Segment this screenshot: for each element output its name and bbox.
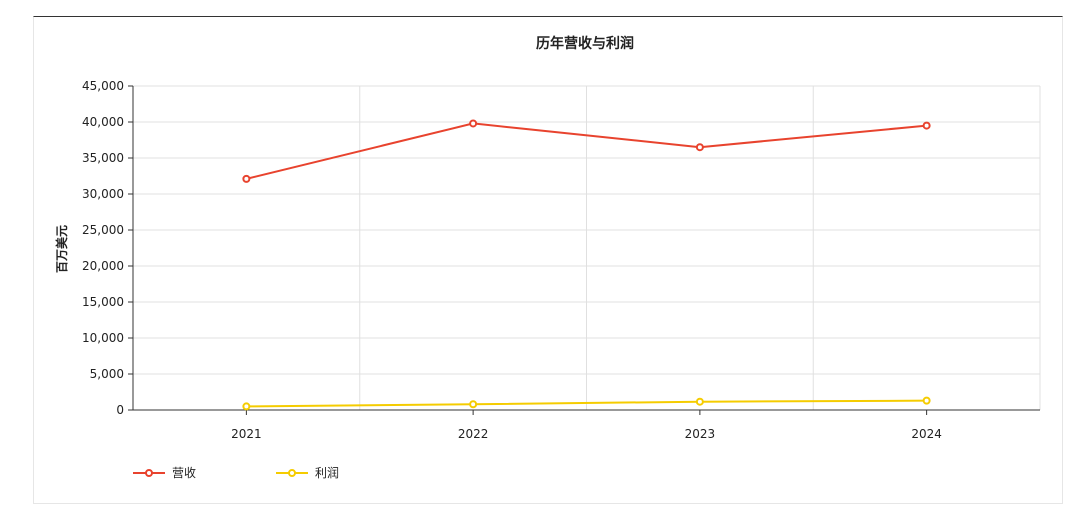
legend-marker <box>145 469 153 477</box>
chart-axes: 0 5,000 10,000 15,000 20,000 25,000 30,000 35,0… <box>82 79 1040 441</box>
y-axis-label: 百万美元 <box>54 225 69 273</box>
x-tick-label: 2021 <box>231 427 262 441</box>
y-tick-label: 30,000 <box>82 187 124 201</box>
legend-label: 利润 <box>315 466 339 480</box>
data-point <box>695 143 704 152</box>
data-point <box>922 121 931 130</box>
data-point <box>242 174 251 183</box>
y-tick-label: 15,000 <box>82 295 124 309</box>
legend-marker <box>288 469 296 477</box>
data-point <box>242 402 251 411</box>
y-tick-label: 25,000 <box>82 223 124 237</box>
data-point <box>469 400 478 409</box>
x-tick-label: 2024 <box>911 427 942 441</box>
y-tick-label: 45,000 <box>82 79 124 93</box>
series-line <box>246 122 927 180</box>
y-tick-label: 0 <box>116 403 124 417</box>
data-point <box>469 119 478 128</box>
y-tick-label: 10,000 <box>82 331 124 345</box>
data-point <box>695 397 704 406</box>
chart-legend: 营收 利润 <box>133 466 339 480</box>
y-tick-label: 5,000 <box>90 367 124 381</box>
chart-series <box>242 119 931 411</box>
y-tick-label: 40,000 <box>82 115 124 129</box>
x-tick-label: 2023 <box>685 427 716 441</box>
chart-title: 历年营收与利润 <box>536 35 634 52</box>
chart-grid <box>133 85 1041 410</box>
x-tick-label: 2022 <box>458 427 489 441</box>
chart-frame <box>33 16 1063 504</box>
y-tick-label: 35,000 <box>82 151 124 165</box>
legend-label: 营收 <box>172 466 196 480</box>
y-tick-label: 20,000 <box>82 259 124 273</box>
data-point <box>922 396 931 405</box>
series-line <box>246 399 927 408</box>
